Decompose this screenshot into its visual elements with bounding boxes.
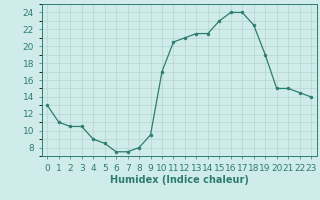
X-axis label: Humidex (Indice chaleur): Humidex (Indice chaleur) [110, 175, 249, 185]
